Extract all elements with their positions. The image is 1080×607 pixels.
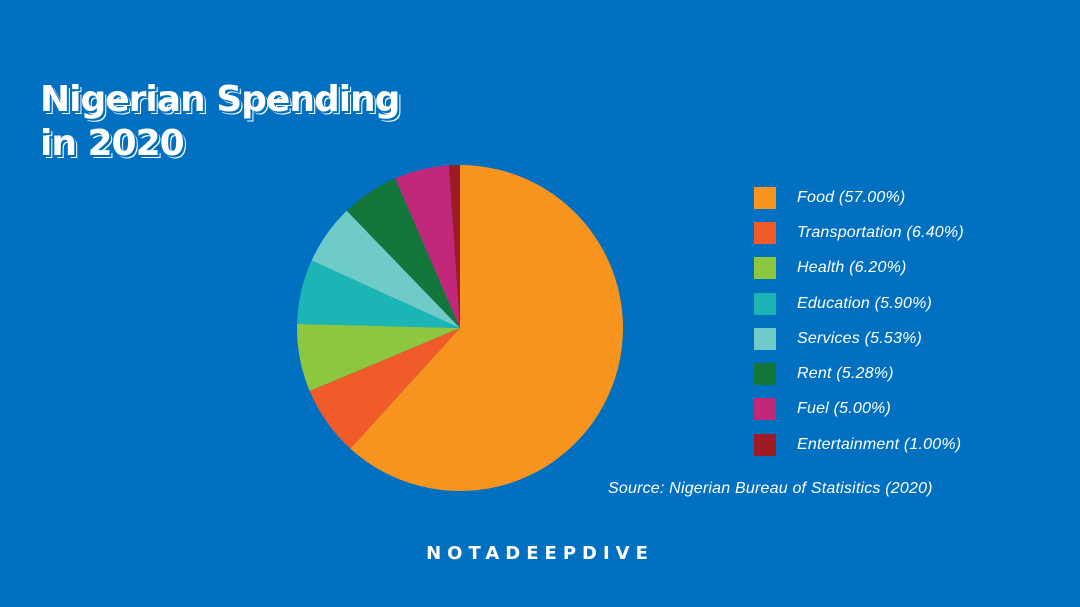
- legend-label: Services (5.53%): [797, 329, 923, 347]
- legend-item: Food (57.00%): [754, 180, 964, 215]
- source-note: Source: Nigerian Bureau of Statisitics (…: [608, 480, 933, 497]
- pie-slice-services: [311, 210, 460, 328]
- legend-item: Transportation (6.40%): [754, 215, 964, 250]
- legend-swatch: [754, 186, 776, 209]
- legend-item: Fuel (5.00%): [754, 392, 964, 427]
- chart-title-line-2: in 2020: [40, 123, 185, 164]
- legend-swatch: [754, 433, 776, 456]
- legend-item: Health (6.20%): [754, 251, 964, 286]
- legend-label: Education (5.90%): [797, 294, 933, 312]
- legend-label: Food (57.00%): [797, 188, 906, 206]
- legend-swatch: [754, 327, 776, 350]
- pie-slice-education: [297, 260, 460, 328]
- legend-item: Services (5.53%): [754, 321, 964, 356]
- legend-item: Education (5.90%): [754, 286, 964, 321]
- pie-slice-food: [350, 165, 624, 492]
- legend-swatch: [754, 363, 776, 386]
- pie-slice-transportation: [309, 328, 460, 449]
- pie-slice-health: [297, 323, 460, 392]
- legend-item: Entertainment (1.00%): [754, 427, 964, 462]
- legend-swatch: [754, 292, 776, 315]
- brand-logo: NOTADEEPDIVE: [426, 543, 654, 564]
- legend-item: Rent (5.28%): [754, 356, 964, 391]
- legend-swatch: [754, 398, 776, 421]
- legend-swatch: [754, 257, 776, 280]
- legend-label: Fuel (5.00%): [797, 400, 891, 418]
- pie-slice-entertainment: [448, 165, 460, 328]
- pie-slice-fuel: [395, 165, 460, 328]
- legend-label: Health (6.20%): [797, 259, 907, 277]
- legend-label: Rent (5.28%): [797, 365, 894, 383]
- chart-title-line-1: Nigerian Spending: [40, 79, 400, 120]
- pie-chart: [297, 165, 624, 492]
- chart-legend: Food (57.00%) Transportation (6.40%) Healt…: [754, 180, 964, 462]
- legend-label: Entertainment (1.00%): [797, 435, 962, 453]
- legend-swatch: [754, 221, 776, 244]
- pie-slice-rent: [346, 178, 460, 328]
- chart-title: Nigerian Spending in 2020: [40, 78, 400, 166]
- legend-label: Transportation (6.40%): [797, 223, 964, 241]
